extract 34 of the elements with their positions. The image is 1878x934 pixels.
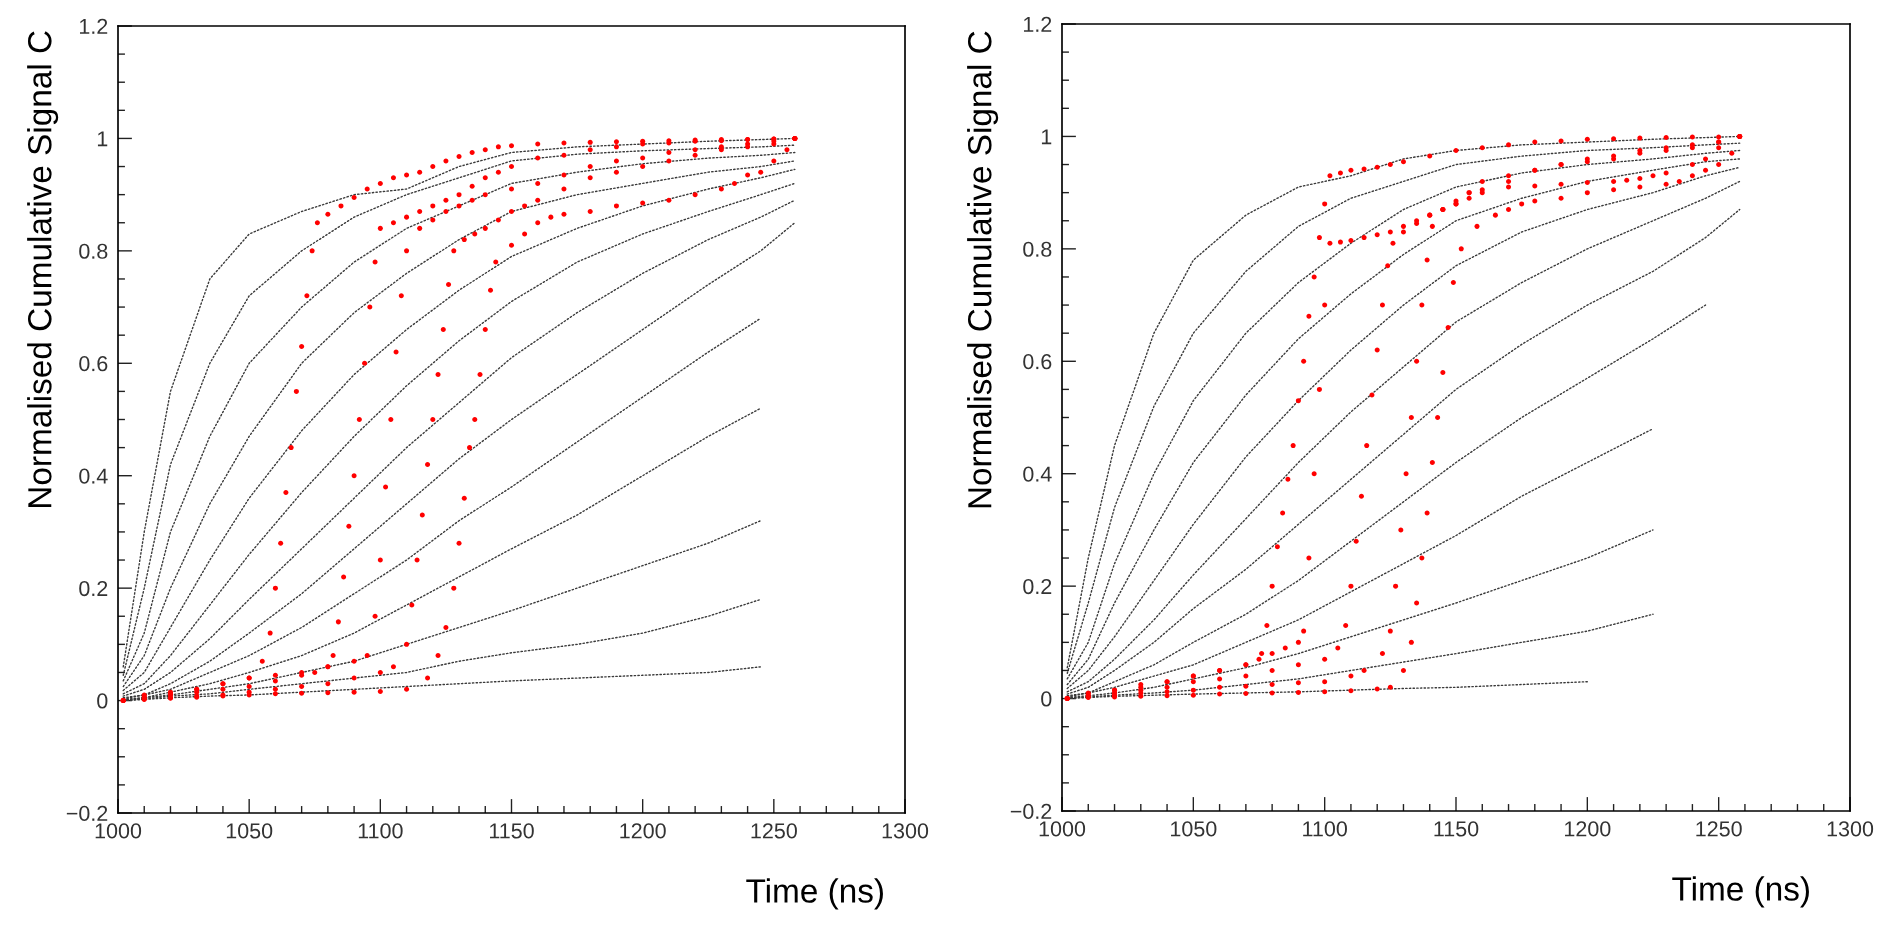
y-tick-label: 1 [1041,129,1052,145]
y-tick-label: 0.6 [79,356,108,372]
x-tick-label: 1100 [358,823,403,839]
y-tick-label: 0.8 [1023,241,1052,257]
x-tick-label: 1250 [751,823,797,839]
y-tick-label: 1 [97,131,108,147]
x-tick-label: 1150 [1434,821,1479,837]
x-tick-label: 1050 [1171,821,1217,837]
y-tick-label: 0 [97,693,108,709]
y-tick-label: 0.6 [1023,354,1052,370]
x-tick-label: 1300 [1827,821,1874,837]
x-tick-label: 1000 [95,823,142,839]
x-tick-label: 1200 [1565,821,1611,837]
y-tick-label: 0.2 [79,580,108,597]
x-tick-label: 1050 [226,823,273,839]
x-tick-label: 1000 [1039,821,1086,837]
x-tick-label: 1200 [620,823,666,839]
y-tick-label: 0.2 [1023,578,1052,595]
y-tick-label: −0.2 [1010,803,1052,820]
y-tick-label: 0.4 [79,468,108,484]
x-tick-label: 1250 [1696,821,1742,837]
x-tick-label: 1150 [489,823,534,839]
y-tick-label: 1.2 [80,18,108,34]
y-tick-label: 0 [1041,691,1052,707]
x-axis-title: Time (ns) [746,878,883,910]
x-axis-title: Time (ns) [1672,876,1809,908]
y-tick-label: 0.8 [79,243,108,259]
y-tick-label: 0.4 [1023,466,1052,482]
y-tick-label: 1.2 [1024,16,1052,32]
x-tick-label: 1300 [882,823,929,839]
x-tick-label: 1100 [1303,821,1347,837]
y-tick-label: −0.2 [66,805,108,822]
y-axis-title: Normalised Cumulative Signal C [27,31,59,507]
y-axis-title: Normalised Cumulative Signal C [967,31,999,508]
